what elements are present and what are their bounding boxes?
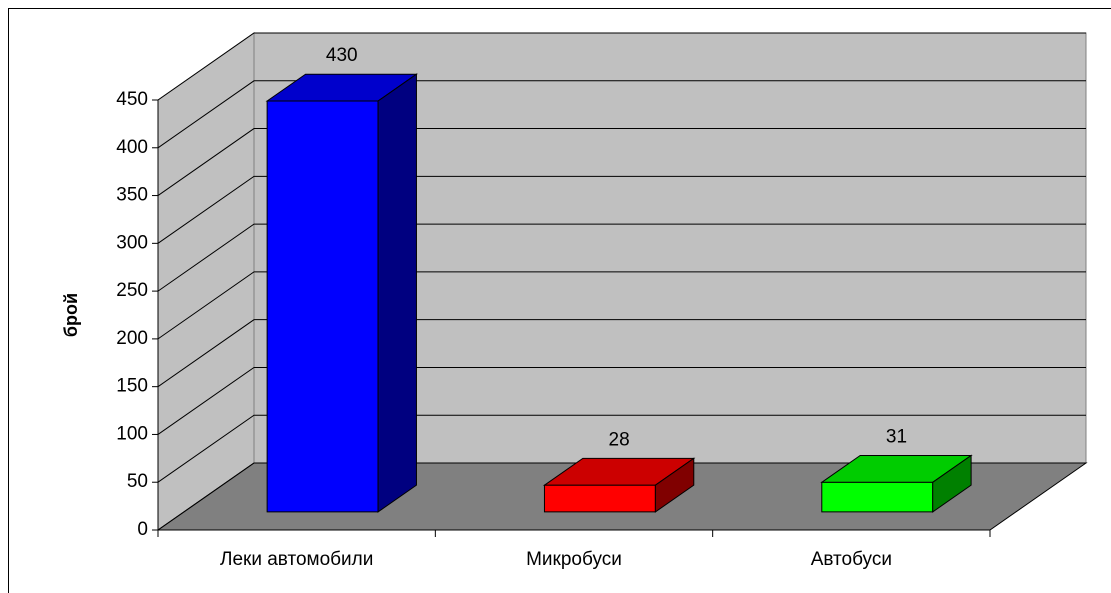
grid-line [157,366,1086,435]
grid-line [157,319,1086,388]
y-tick-label: 150 [116,376,148,397]
y-tick-label: 450 [116,89,148,110]
grid-line [157,80,1086,149]
y-axis-label: брой [61,293,81,337]
value-label: 430 [326,45,358,66]
grid-line [157,223,1086,292]
grid-line [157,414,1086,483]
x-tick-label: Леки автомобили [220,549,373,570]
y-tick-label: 350 [116,185,148,206]
y-tick-label: 0 [137,519,148,540]
bar-side [654,457,695,513]
grid-line [157,175,1086,244]
y-tick-label: 250 [116,280,148,301]
bar [820,454,973,513]
value-label: 28 [609,429,630,450]
y-tick-label: 50 [127,471,148,492]
x-tick-label: Автобуси [811,549,892,570]
bar [542,457,696,513]
bar-front [543,484,656,513]
bar-front [821,481,934,513]
y-tick-label: 200 [116,328,148,349]
y-tick-label: 400 [116,137,148,158]
bar-side [377,73,417,513]
value-label: 31 [886,427,907,448]
bar-side [932,454,972,513]
grid-line [157,271,1086,340]
grid-line [157,32,1086,101]
x-tick-label: Микробуси [526,549,622,570]
chart-border [8,8,1111,593]
y-tick-label: 100 [116,423,148,444]
bar-front [266,100,379,513]
grid-line [157,462,1086,531]
y-tick-label: 300 [116,232,148,253]
bar [265,73,419,513]
grid-line [157,128,1086,196]
